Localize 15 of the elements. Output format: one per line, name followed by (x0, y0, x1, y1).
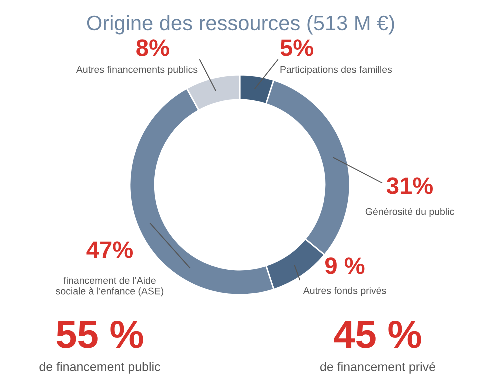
slice-label: Participations des familles (280, 66, 392, 76)
data-label: 8% (136, 40, 170, 56)
text: 55 % (56, 321, 144, 348)
data-label: 31% (386, 178, 434, 194)
text: 45 % (334, 321, 422, 348)
data-label: 9 % (325, 258, 365, 274)
chart-title: Origine des ressources (513 M €) (87, 15, 394, 35)
data-label: 5% (280, 40, 314, 56)
text: de financement public (40, 362, 160, 374)
slice-label: Autres financements publics (76, 66, 198, 76)
slice-label: Autres fonds privés (303, 287, 386, 296)
data-label: 47% (86, 242, 134, 258)
slice-label: Générosité du public (366, 208, 454, 218)
slice-label: financement de l'Aide sociale à l'enfance (ASE) (56, 277, 164, 297)
text: de financement privé (320, 362, 436, 374)
